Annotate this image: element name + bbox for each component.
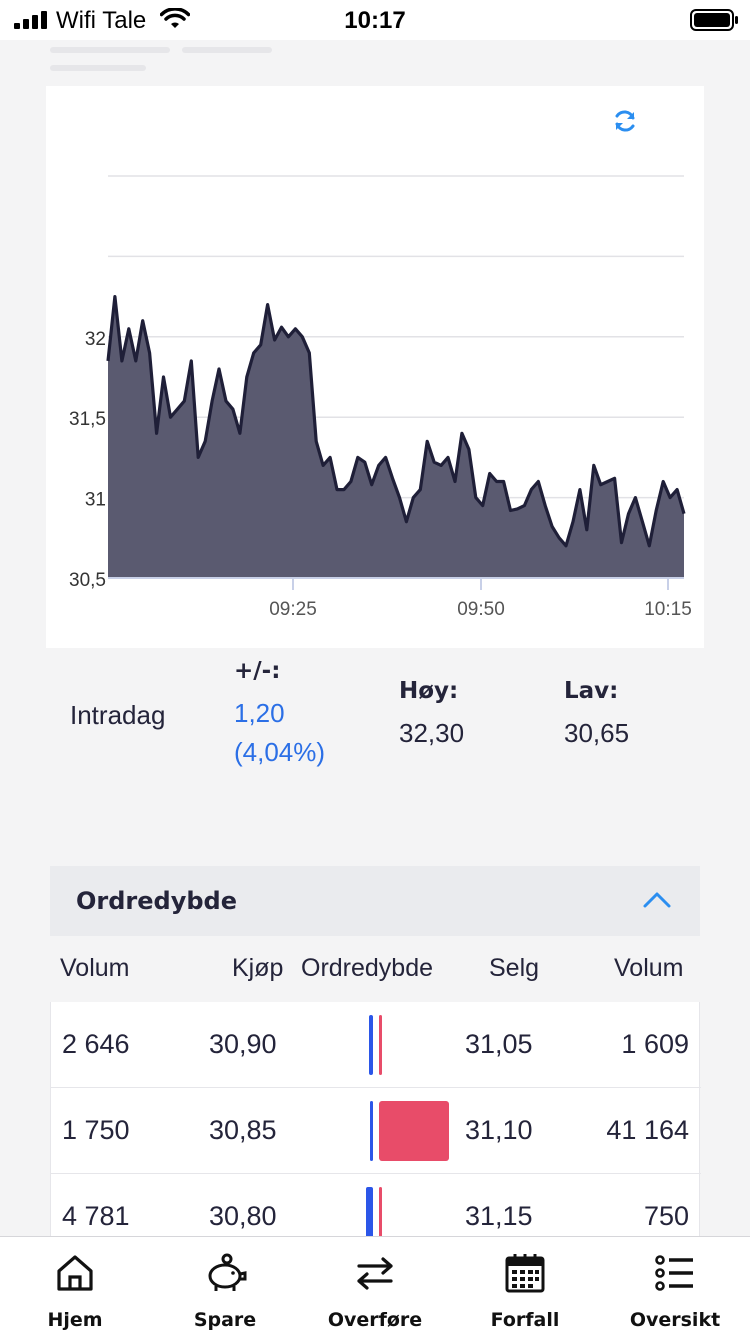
buy-volume: 4 781 bbox=[62, 1201, 130, 1231]
tab-oversikt[interactable]: Oversikt bbox=[600, 1237, 750, 1334]
wifi-icon bbox=[160, 8, 190, 28]
clock: 10:17 bbox=[344, 7, 406, 34]
low-value: 30,65 bbox=[564, 718, 630, 748]
intraday-chart-card: 32 31,5 31 30,5 09:25 09:50 10:15 bbox=[46, 86, 704, 648]
sell-price: 31,05 bbox=[465, 1029, 533, 1059]
x-tick-label: 10:15 bbox=[644, 599, 692, 620]
buy-depth-bar bbox=[366, 1187, 373, 1247]
sell-volume: 41 164 bbox=[606, 1115, 689, 1145]
y-tick-label: 31 bbox=[85, 490, 106, 511]
tab-label: Forfall bbox=[490, 1309, 560, 1331]
sell-volume: 1 609 bbox=[621, 1029, 689, 1059]
refresh-icon[interactable] bbox=[612, 108, 638, 134]
high-label: Høy: bbox=[399, 678, 459, 704]
table-row: 1 750 30,85 31,10 41 164 bbox=[51, 1088, 701, 1174]
tab-forfall[interactable]: Forfall bbox=[450, 1237, 600, 1334]
x-tick-label: 09:50 bbox=[457, 599, 505, 620]
intraday-stats: Intradag +/-: 1,20 (4,04%) Høy: 32,30 La… bbox=[0, 650, 750, 780]
transfer-arrows-icon bbox=[357, 1257, 393, 1290]
order-depth-header[interactable]: Ordredybde bbox=[50, 866, 700, 936]
carrier-name: Wifi Tale bbox=[56, 7, 147, 34]
tab-label: Spare bbox=[193, 1309, 257, 1331]
buy-price: 30,80 bbox=[209, 1201, 277, 1231]
table-row: 2 646 30,90 31,05 1 609 bbox=[51, 1002, 701, 1088]
battery-icon bbox=[690, 9, 738, 31]
buy-depth-bar bbox=[370, 1101, 373, 1161]
col-buy-price: Kjøp bbox=[232, 954, 284, 982]
buy-volume: 1 750 bbox=[62, 1115, 130, 1145]
tab-hjem[interactable]: Hjem bbox=[0, 1237, 150, 1334]
status-bar: Wifi Tale 10:17 bbox=[0, 0, 750, 40]
change-label: +/-: bbox=[234, 658, 281, 684]
tab-overfore[interactable]: Overføre bbox=[300, 1237, 450, 1334]
sell-volume: 750 bbox=[643, 1201, 689, 1231]
order-depth-table: 2 646 30,90 31,05 1 609 1 750 30,85 31,1… bbox=[50, 1002, 701, 1260]
tab-spare[interactable]: Spare bbox=[150, 1237, 300, 1334]
sell-depth-bar bbox=[379, 1101, 449, 1161]
col-sell-price: Selg bbox=[489, 954, 540, 982]
buy-volume: 2 646 bbox=[62, 1029, 130, 1059]
y-tick-label: 30,5 bbox=[69, 570, 106, 591]
tab-label: Hjem bbox=[47, 1309, 103, 1331]
signal-strength-icon bbox=[14, 11, 47, 29]
col-depth: Ordredybde bbox=[301, 954, 434, 982]
sell-price: 31,10 bbox=[465, 1115, 533, 1145]
y-tick-label: 32 bbox=[85, 329, 106, 350]
high-column: Høy: 32,30 bbox=[399, 678, 464, 749]
low-label: Lav: bbox=[564, 678, 619, 704]
tab-label: Oversikt bbox=[629, 1309, 721, 1331]
col-buy-volume: Volum bbox=[60, 954, 130, 982]
change-value: 1,20 bbox=[234, 698, 285, 728]
buy-depth-bar bbox=[369, 1015, 373, 1075]
high-value: 32,30 bbox=[399, 718, 465, 748]
buy-price: 30,85 bbox=[209, 1115, 277, 1145]
change-percent: (4,04%) bbox=[234, 737, 326, 767]
piggy-bank-icon bbox=[208, 1253, 247, 1291]
price-line bbox=[106, 295, 686, 548]
sell-depth-bar bbox=[379, 1015, 382, 1075]
order-depth-columns: Volum Kjøp Ordredybde Selg Volum bbox=[50, 938, 700, 1000]
buy-price: 30,90 bbox=[209, 1029, 277, 1059]
col-sell-volume: Volum bbox=[614, 954, 684, 982]
price-chart: 32 31,5 31 30,5 09:25 09:50 10:15 bbox=[69, 175, 692, 620]
low-column: Lav: 30,65 bbox=[564, 678, 629, 749]
intraday-label: Intradag bbox=[70, 700, 166, 730]
x-tick-label: 09:25 bbox=[269, 599, 317, 620]
sell-depth-bar bbox=[379, 1187, 382, 1247]
price-area bbox=[108, 296, 684, 578]
chevron-up-icon[interactable] bbox=[642, 890, 672, 910]
home-icon bbox=[57, 1255, 93, 1291]
sell-price: 31,15 bbox=[465, 1201, 533, 1231]
faded-tabs-strip bbox=[50, 40, 380, 71]
tab-label: Overføre bbox=[327, 1309, 423, 1331]
bottom-tab-bar: Hjem Spare Overføre Forfall bbox=[0, 1236, 750, 1334]
calendar-icon bbox=[505, 1254, 545, 1293]
change-column: +/-: 1,20 (4,04%) bbox=[234, 658, 325, 768]
list-icon bbox=[655, 1255, 693, 1291]
order-depth-title: Ordredybde bbox=[76, 887, 237, 915]
y-tick-label: 31,5 bbox=[69, 409, 106, 430]
